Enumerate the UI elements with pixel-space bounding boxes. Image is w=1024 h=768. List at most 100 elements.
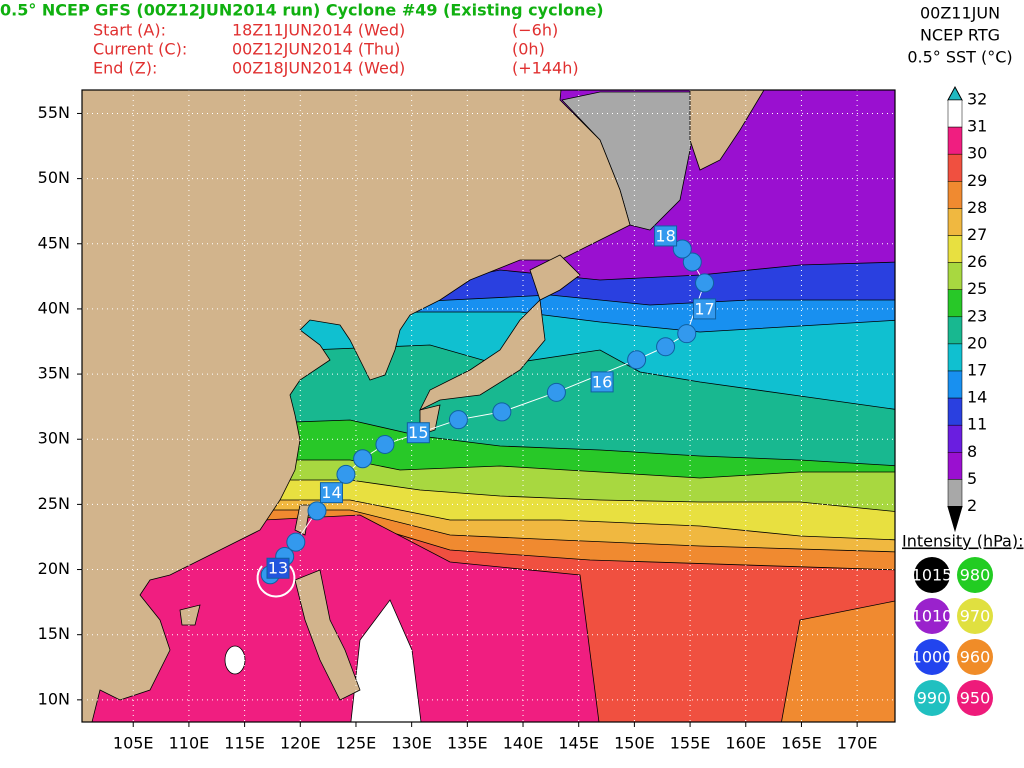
row-label: Start (A):: [93, 21, 166, 40]
intensity-swatch: [957, 557, 993, 593]
track-point: [546, 382, 566, 402]
lat-tick-label: 55N: [38, 103, 70, 122]
intensity-label: 960: [960, 648, 991, 667]
row-time: 18Z11JUN2014 (Wed): [232, 21, 405, 40]
colorbar-label: 14: [967, 388, 987, 407]
day-marker: [266, 557, 290, 579]
colorbar-under: [947, 506, 963, 533]
colorbar-band: [947, 126, 963, 155]
lon-tick-label: 150E: [614, 734, 655, 753]
colorbar-label: 11: [967, 415, 987, 434]
track-point: [375, 434, 395, 454]
intensity-label: 1015: [912, 566, 953, 585]
lon-tick-label: 135E: [447, 734, 488, 753]
colorbar-label: 2: [967, 496, 977, 515]
intensity-swatch: [914, 639, 950, 675]
day-label: 15: [408, 423, 428, 442]
colorbar-band: [947, 479, 963, 507]
colorbar-label: 5: [967, 469, 977, 488]
intensity-swatch: [914, 680, 950, 716]
colorbar-band: [947, 235, 963, 263]
track-point: [448, 410, 468, 430]
row-offset: (+144h): [512, 59, 579, 78]
lon-tick-label: 105E: [113, 734, 154, 753]
lon-tick-label: 170E: [837, 734, 878, 753]
colorbar-band: [947, 153, 963, 182]
colorbar-band: [947, 397, 963, 426]
lat-tick-label: 20N: [38, 559, 70, 578]
track-point: [336, 464, 356, 484]
title: 0.5° NCEP GFS (00Z12JUN2014 run) Cyclone…: [0, 1, 604, 20]
day-marker: [406, 422, 430, 444]
colorbar-label: 26: [967, 252, 987, 271]
lat-tick-label: 10N: [38, 689, 70, 708]
intensity-label: 950: [960, 689, 991, 708]
track-point: [695, 273, 715, 293]
day-marker: [693, 298, 717, 320]
day-label: 13: [268, 559, 288, 578]
intensity-swatch: [957, 639, 993, 675]
day-label: 17: [694, 299, 714, 318]
lon-tick-label: 125E: [336, 734, 377, 753]
intensity-label: 980: [960, 566, 991, 585]
row-time: 00Z18JUN2014 (Wed): [232, 59, 405, 78]
track-point: [286, 532, 306, 552]
intensity-swatch: [957, 598, 993, 634]
day-marker: [590, 371, 614, 393]
colorbar-label: 31: [967, 117, 987, 136]
lon-tick-label: 120E: [280, 734, 321, 753]
row-time: 00Z12JUN2014 (Thu): [232, 40, 400, 59]
legend-line: 0.5° SST (°C): [907, 48, 1012, 67]
row-label: End (Z):: [93, 59, 157, 78]
lat-tick-label: 45N: [38, 233, 70, 252]
lon-tick-label: 110E: [169, 734, 210, 753]
colorbar-band: [947, 181, 963, 209]
intensity-label: 1010: [912, 607, 953, 626]
intensity-label: 990: [917, 689, 948, 708]
track-point: [656, 337, 676, 357]
colorbar-label: 23: [967, 306, 987, 325]
colorbar-label: 32: [967, 90, 987, 109]
colorbar-band: [947, 99, 963, 128]
intensity-label: 970: [960, 607, 991, 626]
track-point: [307, 501, 327, 521]
colorbar-band: [947, 452, 963, 480]
row-offset: (−6h): [512, 21, 558, 40]
intensity-label: 1000: [912, 648, 953, 667]
lat-tick-label: 15N: [38, 624, 70, 643]
lon-tick-label: 160E: [725, 734, 766, 753]
lon-tick-label: 115E: [224, 734, 265, 753]
row-label: Current (C):: [93, 40, 187, 59]
lon-tick-label: 155E: [670, 734, 711, 753]
legend-line: 00Z11JUN: [920, 4, 1000, 23]
colorbar-label: 28: [967, 198, 987, 217]
lon-tick-label: 140E: [503, 734, 544, 753]
lon-tick-label: 165E: [781, 734, 822, 753]
map-background: [82, 90, 895, 722]
lon-tick-label: 145E: [558, 734, 599, 753]
colorbar-band: [947, 262, 963, 290]
lat-tick-label: 40N: [38, 298, 70, 317]
colorbar-label: 27: [967, 225, 987, 244]
colorbar-label: 25: [967, 279, 987, 298]
day-label: 14: [321, 483, 341, 502]
colorbar-label: 29: [967, 171, 987, 190]
colorbar-label: 8: [967, 442, 977, 461]
map-frame: [81, 89, 896, 723]
storm-symbol: [256, 565, 296, 598]
colorbar-band: [947, 370, 963, 399]
lat-tick-label: 35N: [38, 364, 70, 383]
colorbar-band: [947, 424, 963, 453]
lon-tick-label: 130E: [391, 734, 432, 753]
lat-tick-label: 50N: [38, 168, 70, 187]
colorbar-band: [947, 343, 963, 372]
day-marker: [319, 482, 343, 504]
intensity-swatch: [957, 680, 993, 716]
row-offset: (0h): [512, 40, 545, 59]
track-point: [627, 350, 647, 370]
track-point: [677, 324, 697, 344]
day-label: 16: [592, 372, 612, 391]
legend-line: NCEP RTG: [920, 26, 1000, 45]
track-point: [682, 252, 702, 272]
